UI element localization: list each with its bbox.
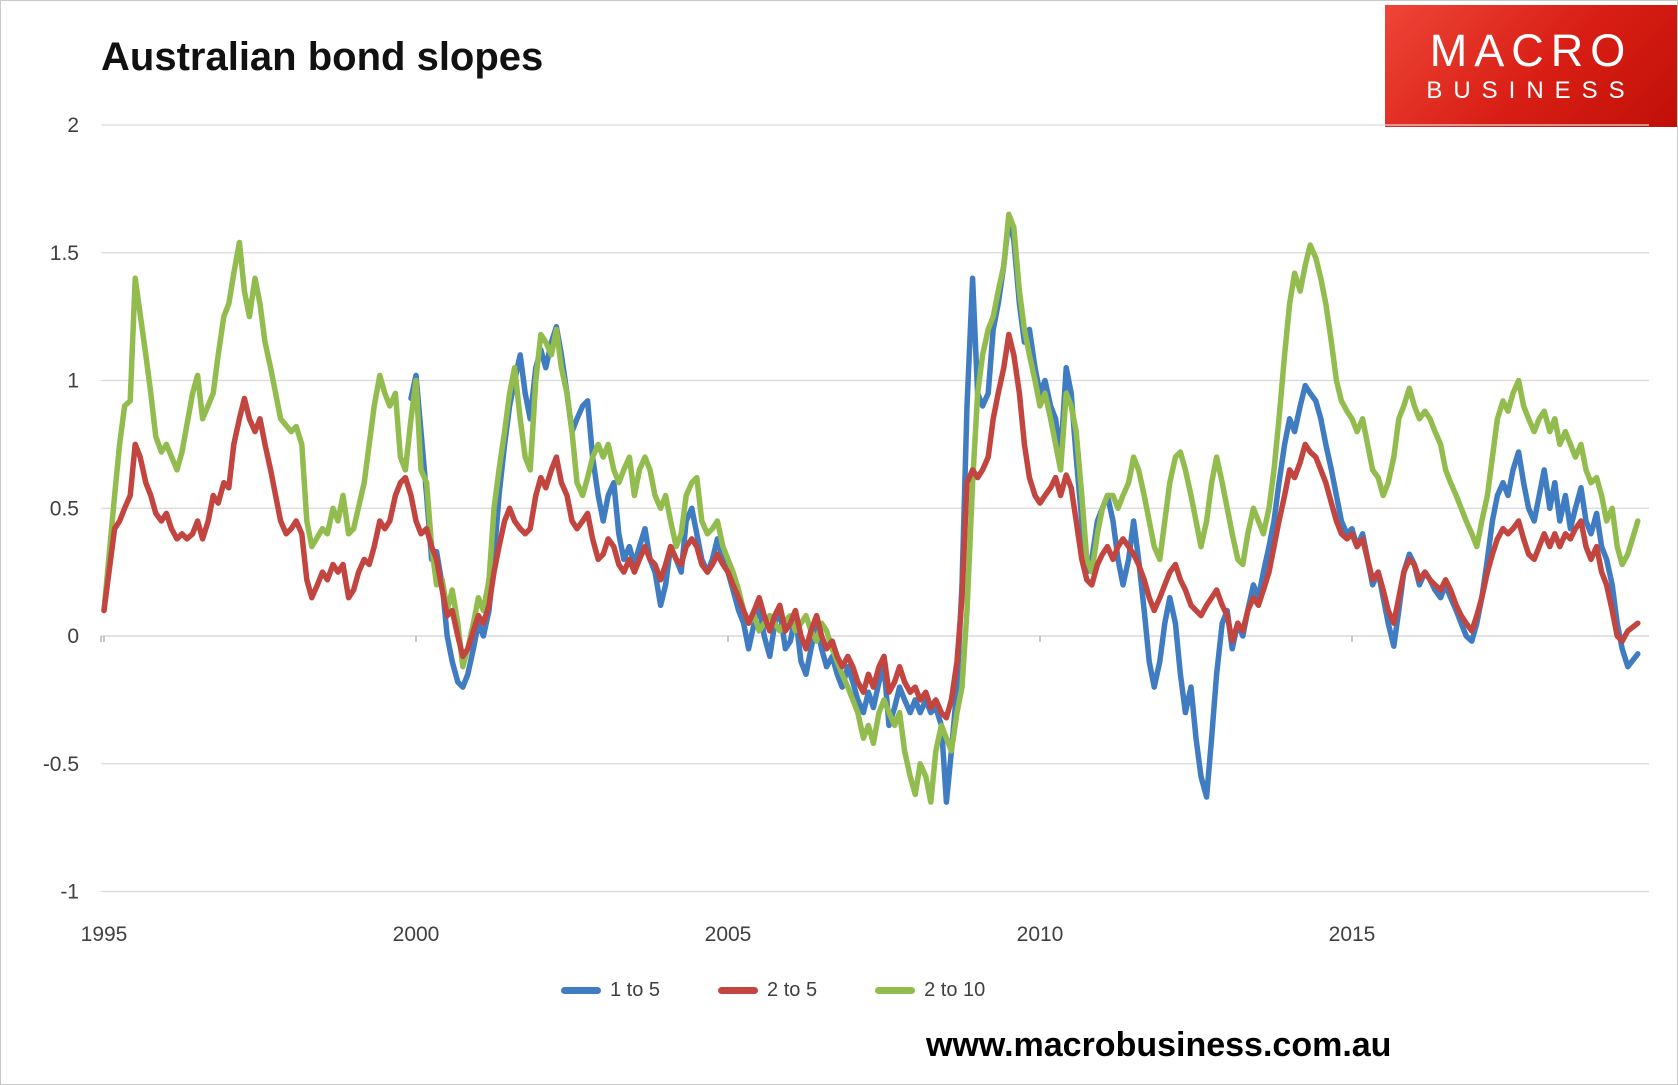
y-tick-label: 0.5	[50, 497, 79, 520]
legend-item-2-to-5: 2 to 5	[718, 979, 817, 1002]
x-tick-label-2005: 2005	[705, 923, 752, 946]
chart-legend: 1 to 5 2 to 5 2 to 10	[561, 979, 985, 1002]
y-tick-label: 1.5	[50, 242, 79, 265]
legend-label: 2 to 5	[767, 979, 818, 1001]
legend-item-2-to-10: 2 to 10	[875, 979, 985, 1002]
y-tick-label: -1	[60, 881, 79, 904]
chart-title: Australian bond slopes	[101, 35, 544, 79]
legend-item-1-to-5: 1 to 5	[561, 979, 660, 1002]
x-tick-label-2015: 2015	[1329, 923, 1376, 946]
legend-label: 1 to 5	[610, 979, 661, 1001]
y-tick-label: -0.5	[43, 753, 79, 776]
legend-swatch	[875, 987, 916, 994]
legend-swatch	[561, 987, 601, 994]
logo-text-macro: MACRO	[1429, 25, 1633, 77]
macrobusiness-logo: MACRO BUSINESS	[1385, 5, 1677, 127]
series-line-2-to-5	[101, 331, 1641, 721]
y-tick-label: 2	[67, 114, 79, 137]
series-line-2-to-10	[101, 211, 1641, 805]
x-tick-label-1995: 1995	[81, 923, 128, 946]
legend-swatch	[718, 987, 759, 994]
series-line-1-to-5	[408, 216, 1641, 805]
x-tick-label-2010: 2010	[1017, 923, 1064, 946]
footer-url: www.macrobusiness.com.au	[926, 1026, 1392, 1064]
x-tick-label-2000: 2000	[393, 923, 440, 946]
y-tick-label: 0	[67, 625, 79, 648]
legend-label: 2 to 10	[924, 979, 986, 1001]
y-tick-label: 1	[67, 370, 79, 393]
logo-text-business: BUSINESS	[1426, 76, 1636, 104]
